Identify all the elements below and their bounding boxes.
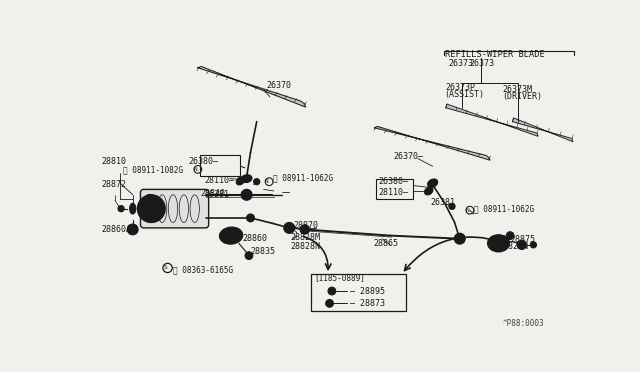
- FancyBboxPatch shape: [311, 274, 406, 311]
- Circle shape: [229, 233, 234, 238]
- Text: N: N: [194, 167, 197, 172]
- Ellipse shape: [424, 187, 433, 195]
- Text: [1185-0889]: [1185-0889]: [314, 273, 365, 282]
- Circle shape: [241, 189, 252, 200]
- Circle shape: [451, 205, 453, 208]
- Circle shape: [300, 225, 309, 234]
- FancyBboxPatch shape: [140, 189, 209, 228]
- Circle shape: [326, 299, 333, 307]
- Circle shape: [449, 203, 455, 209]
- Text: 26373M: 26373M: [502, 85, 532, 94]
- Text: 26370: 26370: [267, 81, 292, 90]
- Ellipse shape: [428, 179, 438, 187]
- Text: Ⓝ 08911-1082G: Ⓝ 08911-1082G: [123, 165, 183, 174]
- Text: 26381—: 26381—: [204, 190, 234, 199]
- Text: ^P88:0003: ^P88:0003: [502, 319, 544, 328]
- Polygon shape: [446, 104, 538, 136]
- Text: S: S: [163, 266, 167, 270]
- Text: Ⓢ 08363-6165G: Ⓢ 08363-6165G: [173, 266, 233, 275]
- Text: 28828M: 28828M: [291, 232, 321, 242]
- Text: (ASSIST): (ASSIST): [444, 90, 484, 99]
- Circle shape: [226, 230, 237, 241]
- Circle shape: [127, 224, 138, 235]
- Text: 28110—: 28110—: [378, 188, 408, 197]
- Text: 28865: 28865: [373, 239, 398, 248]
- Text: REFILLS-WIPER BLADE: REFILLS-WIPER BLADE: [445, 50, 545, 59]
- Ellipse shape: [129, 203, 136, 214]
- Circle shape: [454, 233, 465, 244]
- Polygon shape: [198, 67, 305, 107]
- Circle shape: [531, 242, 536, 248]
- Circle shape: [131, 206, 135, 211]
- Polygon shape: [513, 118, 573, 142]
- Text: 28828N: 28828N: [499, 242, 529, 251]
- Circle shape: [509, 234, 511, 237]
- Circle shape: [244, 176, 249, 181]
- Text: 28110—: 28110—: [204, 176, 234, 185]
- Text: 28835: 28835: [250, 247, 275, 256]
- Text: — 28895: — 28895: [349, 286, 385, 295]
- Circle shape: [255, 180, 258, 183]
- Text: 28875: 28875: [510, 235, 535, 244]
- Circle shape: [253, 179, 260, 185]
- Circle shape: [249, 217, 252, 219]
- Text: 26373P: 26373P: [446, 83, 476, 92]
- Text: 26381: 26381: [430, 198, 455, 207]
- Text: 28872: 28872: [102, 180, 127, 189]
- Text: 26373: 26373: [469, 59, 494, 68]
- Circle shape: [245, 252, 253, 260]
- Text: 26380—: 26380—: [189, 157, 218, 166]
- Text: 28810: 28810: [102, 157, 127, 166]
- Circle shape: [284, 222, 294, 233]
- Text: Ⓝ 08911-1062G: Ⓝ 08911-1062G: [273, 173, 333, 182]
- Circle shape: [520, 243, 524, 247]
- Text: 28840: 28840: [200, 189, 225, 198]
- Circle shape: [287, 225, 292, 230]
- Text: N: N: [265, 179, 269, 184]
- Ellipse shape: [488, 235, 509, 252]
- Text: Ⓝ 08911-1062G: Ⓝ 08911-1062G: [474, 204, 534, 213]
- Circle shape: [248, 254, 250, 257]
- Text: N: N: [466, 208, 469, 213]
- Text: — 28873: — 28873: [349, 299, 385, 308]
- Circle shape: [430, 183, 435, 187]
- Text: 28860: 28860: [243, 234, 268, 243]
- Circle shape: [246, 214, 254, 222]
- Ellipse shape: [220, 227, 243, 244]
- Circle shape: [328, 302, 331, 305]
- Ellipse shape: [236, 177, 244, 185]
- Text: 28860A: 28860A: [102, 225, 132, 234]
- Circle shape: [506, 232, 514, 240]
- Text: 28828N: 28828N: [291, 242, 321, 251]
- Text: (DRIVER): (DRIVER): [502, 93, 542, 102]
- Circle shape: [517, 240, 526, 250]
- Text: 26370—: 26370—: [394, 152, 424, 161]
- Circle shape: [495, 240, 502, 246]
- Text: 26373: 26373: [448, 59, 473, 68]
- Text: 26380—: 26380—: [378, 177, 408, 186]
- Circle shape: [492, 236, 506, 250]
- Circle shape: [458, 236, 462, 241]
- Circle shape: [330, 289, 333, 293]
- Ellipse shape: [241, 175, 252, 183]
- Circle shape: [131, 227, 135, 232]
- Circle shape: [118, 206, 124, 212]
- Circle shape: [244, 192, 249, 197]
- Circle shape: [328, 287, 336, 295]
- Ellipse shape: [146, 195, 154, 200]
- Circle shape: [303, 228, 307, 231]
- Polygon shape: [374, 126, 490, 160]
- Text: 28870: 28870: [293, 221, 318, 230]
- Circle shape: [138, 195, 165, 222]
